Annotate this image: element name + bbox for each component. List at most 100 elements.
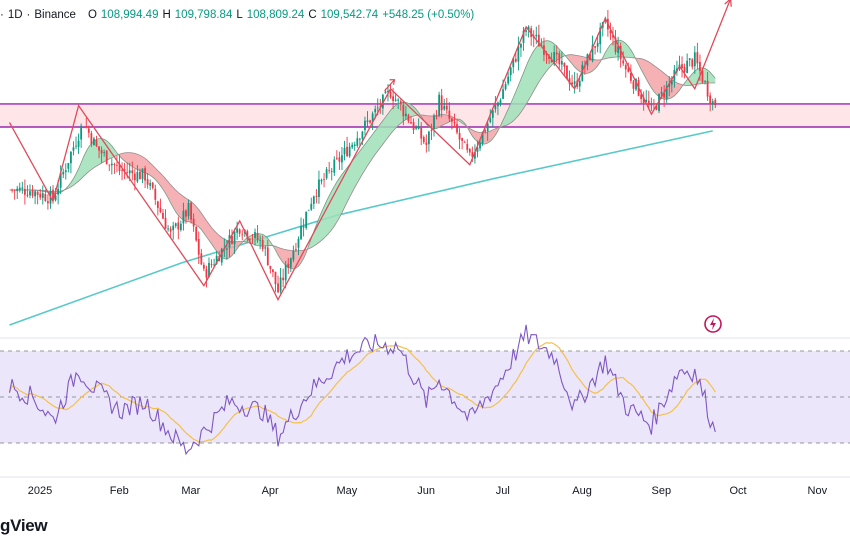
candle-body (233, 231, 236, 245)
candle-body (686, 60, 689, 74)
candle-body (318, 179, 320, 198)
candle-body (59, 172, 62, 188)
candle-body (433, 115, 435, 129)
candle-body (494, 105, 497, 110)
candle-body (310, 203, 313, 210)
candle-body (154, 188, 157, 200)
candle-body (177, 222, 180, 230)
candle-body (343, 147, 346, 155)
candle-body (563, 62, 566, 67)
candle-body (369, 120, 371, 123)
open-label: O (87, 9, 97, 21)
candle-body (660, 91, 663, 94)
candle-body (18, 187, 21, 191)
x-tick-label-may: May (336, 485, 357, 497)
candle-body (635, 79, 637, 90)
candle-body (116, 164, 118, 166)
candle-body (555, 52, 558, 55)
candle-body (36, 191, 39, 195)
candle-body (11, 189, 14, 191)
candle-body (29, 191, 31, 196)
candle-body (560, 61, 563, 65)
candle-body (445, 105, 448, 110)
candle-body (578, 80, 581, 87)
candle-body (23, 189, 26, 195)
candle-body (39, 193, 42, 198)
candle-body (714, 99, 717, 106)
candle-body (693, 52, 696, 67)
candle-body (361, 131, 364, 139)
x-tick-label-oct: Oct (729, 485, 746, 497)
zigzag-line (8, 0, 731, 302)
ma-ribbon (500, 40, 567, 128)
candle-body (525, 30, 527, 32)
candle-body (670, 80, 673, 85)
candle-body (415, 127, 418, 129)
candle-body (187, 202, 190, 217)
candle-body (256, 232, 259, 241)
interval-label[interactable]: 1D (7, 9, 23, 21)
candle-body (491, 109, 494, 118)
x-tick-label-aug: Aug (572, 485, 592, 497)
candle-body (341, 155, 343, 163)
candle-body (632, 81, 635, 89)
candle-body (440, 95, 443, 111)
candle-body (653, 103, 655, 105)
header-prefix: · (0, 9, 4, 21)
candle-body (427, 131, 430, 145)
candle-body (374, 108, 377, 113)
candle-body (358, 138, 361, 140)
exchange-label: Binance (34, 9, 76, 21)
close-label: C (308, 9, 317, 21)
candle-body (512, 58, 515, 68)
candle-body (330, 171, 333, 172)
candle-body (571, 82, 573, 85)
candle-body (46, 201, 49, 204)
candle-body (307, 209, 310, 211)
candle-body (422, 137, 425, 143)
candle-body (476, 147, 479, 152)
candle-body (540, 44, 543, 46)
candle-body (110, 163, 113, 166)
candle-body (481, 131, 484, 144)
candle-body (514, 58, 517, 62)
candle-body (435, 115, 438, 117)
candle-body (609, 30, 612, 34)
candle-body (133, 173, 136, 181)
candle-body (225, 248, 228, 250)
close-value: 109,542.74 (320, 9, 379, 21)
candle-body (356, 138, 359, 146)
candle-body (279, 277, 282, 292)
candle-body (463, 141, 466, 143)
candle-body (254, 232, 256, 239)
candle-body (103, 152, 106, 154)
candle-body (70, 151, 72, 164)
candle-body (456, 124, 458, 133)
candle-body (246, 231, 249, 239)
candle-body (333, 159, 336, 173)
candle-body (351, 144, 354, 148)
candle-body (497, 102, 499, 107)
candle-body (264, 247, 267, 249)
candle-body (412, 122, 415, 130)
candle-body (295, 249, 297, 251)
x-tick-label-mar: Mar (181, 485, 200, 497)
candle-body (407, 114, 410, 122)
candle-body (663, 93, 666, 98)
tradingview-logo[interactable]: gView (0, 516, 48, 535)
x-tick-label-sep: Sep (652, 485, 672, 497)
candle-body (44, 194, 47, 201)
candle-body (100, 149, 103, 154)
candle-body (200, 253, 203, 265)
candle-body (172, 225, 175, 231)
lightning-badge-icon[interactable] (702, 313, 724, 335)
candle-body (272, 269, 274, 273)
x-tick-label-jun: Jun (417, 485, 435, 497)
candle-body (507, 76, 510, 84)
candle-body (387, 90, 389, 93)
candle-body (282, 277, 285, 281)
candle-body (683, 67, 686, 72)
candle-body (185, 210, 187, 217)
candle-body (384, 91, 387, 94)
